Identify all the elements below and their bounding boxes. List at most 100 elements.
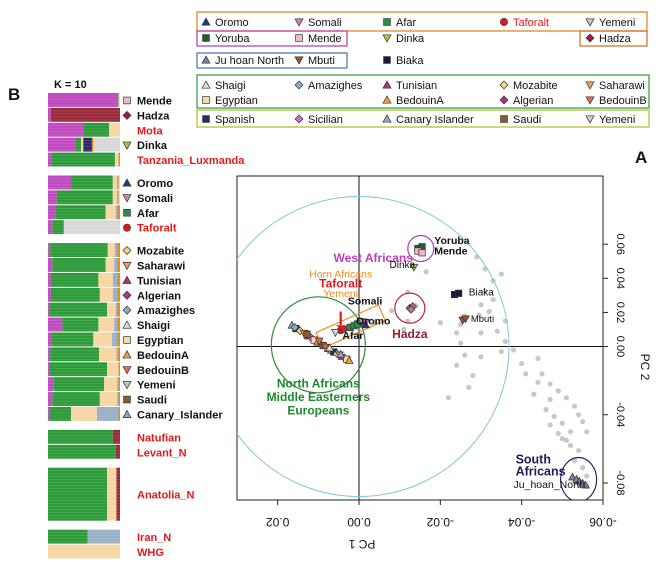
admix-segment: [99, 392, 118, 406]
admix-segment: [49, 362, 108, 377]
legend-label-mende: Mende: [308, 33, 342, 45]
legend-label-mozabite: Mozabite: [513, 80, 558, 92]
admix-segment: [105, 205, 116, 220]
legend-marker-amazighes: [294, 80, 304, 90]
annotation-mende: Mende: [434, 245, 467, 257]
series-hadza: [405, 302, 417, 314]
point-mende: [418, 249, 426, 257]
panel-label-a: A: [635, 148, 647, 167]
legend-marker-tunisian: [382, 80, 392, 89]
admix-segment: [81, 137, 84, 152]
point-oromo: [361, 320, 370, 329]
y-tick-label: 0.02: [614, 302, 626, 323]
series-north-africans-middle-easterners-europeans: [287, 320, 354, 364]
annotation-south: South: [516, 452, 551, 466]
admix-segment: [107, 467, 117, 521]
background-point: [563, 395, 570, 401]
point-hadza: [406, 305, 416, 314]
admix-segment: [117, 347, 120, 362]
admix-segment: [118, 407, 120, 421]
background-point: [576, 412, 582, 418]
annotation-taforalt: Taforalt: [319, 277, 362, 291]
point-north-africans-middle-easterners-europeans: [295, 326, 305, 336]
admix-label-algerian: Algerian: [137, 290, 181, 302]
admix-segment: [115, 205, 118, 220]
admix-segment: [107, 302, 116, 317]
legend-marker-algerian: [499, 95, 509, 105]
admix-segment: [99, 347, 117, 362]
annotation-dinka: Dinka: [390, 260, 416, 271]
series-ju-hoan-north: [568, 472, 590, 489]
admix-row-saudi: Saudi: [48, 392, 167, 407]
admix-label-hadza: Hadza: [137, 110, 170, 122]
admix-label-saudi: Saudi: [137, 395, 167, 407]
admix-row-mota: Mota: [48, 122, 164, 137]
legend-label-amazighes: Amazighes: [308, 80, 363, 92]
admix-segment: [114, 152, 119, 167]
legend-marker-hadza: [585, 33, 595, 43]
admix-row-oromo: Oromo: [48, 175, 173, 190]
admix-segment: [117, 332, 120, 347]
admix-label-taforalt: Taforalt: [137, 223, 177, 235]
admix-segment: [117, 190, 119, 205]
admix-row-tunisian: Tunisian: [48, 272, 182, 287]
legend-marker-ju-hoan-north: [201, 55, 211, 64]
admix-marker-bedouinb: [122, 366, 132, 375]
legend-marker-taforalt: [500, 18, 508, 26]
point-afar: [353, 320, 361, 328]
admix-segment: [52, 220, 64, 235]
admix-segment: [50, 243, 108, 257]
legend-marker-yoruba: [202, 34, 210, 42]
admix-label-iran-n: Iran_N: [137, 532, 171, 544]
admix-segment: [117, 377, 119, 392]
admix-segment: [117, 272, 120, 287]
legend-label-yemeni: Yemeni: [599, 114, 635, 126]
background-point: [476, 312, 482, 318]
admix-row-algerian: Algerian: [48, 287, 181, 302]
legend-box-5: [196, 74, 650, 109]
annotation-north-africans: North Africans: [277, 376, 360, 390]
admix-label-yemeni: Yemeni: [137, 380, 176, 392]
admix-segment: [48, 205, 56, 220]
background-point: [571, 458, 578, 464]
background-point: [478, 302, 484, 308]
legend-label-hadza: Hadza: [599, 33, 632, 45]
legend-marker-canary-islander: [382, 114, 392, 123]
background-point: [584, 473, 590, 479]
hadza-circle: [394, 292, 426, 324]
legend-entry-shaigi: Shaigi: [201, 80, 246, 92]
plot-area: [236, 175, 604, 501]
admix-label-oromo: Oromo: [137, 178, 173, 190]
legend-entry-yemeni: Yemeni: [585, 17, 635, 29]
background-point: [388, 308, 395, 314]
legend-label-yemeni: Yemeni: [599, 17, 635, 29]
series-dinka: [409, 263, 419, 272]
admix-row-mende: Mende: [48, 93, 172, 107]
background-point: [547, 396, 553, 402]
legend-entry-saharawi: Saharawi: [585, 80, 645, 92]
admix-segment: [48, 93, 118, 107]
admix-segment: [112, 175, 118, 190]
annotation-horn-africans: Horn Africans: [309, 268, 372, 280]
annotation-africans: Africans: [516, 464, 566, 478]
admix-segment: [63, 220, 120, 235]
admix-segment: [112, 429, 120, 444]
admix-segment: [50, 107, 120, 122]
legend-marker-somali: [294, 18, 304, 27]
admix-label-bedouinb: BedouinB: [137, 365, 189, 377]
background-point: [571, 403, 578, 409]
admix-segment: [117, 317, 120, 332]
legend-marker-dinka: [382, 34, 392, 43]
admix-segment: [96, 407, 119, 421]
legend-marker-saudi: [500, 115, 508, 123]
admix-label-shaigi: Shaigi: [137, 320, 170, 332]
admix-row-mozabite: Mozabite: [48, 243, 184, 258]
legend-label-spanish: Spanish: [215, 114, 255, 126]
background-point: [531, 391, 537, 397]
y-tick-label: 0.00: [614, 336, 626, 357]
background-point: [466, 384, 472, 391]
legend-entry-egyptian: Egyptian: [202, 95, 258, 107]
admix-segment: [49, 407, 72, 421]
admix-segment: [48, 220, 53, 235]
admix-label-mozabite: Mozabite: [137, 246, 184, 258]
